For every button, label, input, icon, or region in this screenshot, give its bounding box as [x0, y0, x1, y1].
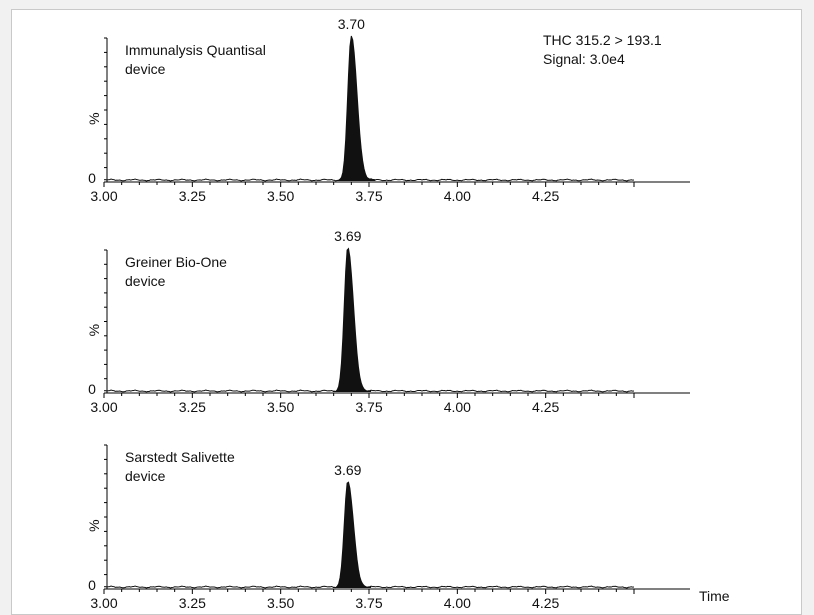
x-tick-label: 4.00	[444, 595, 471, 611]
x-tick-label: 3.50	[267, 595, 294, 611]
x-tick-label: 3.75	[355, 188, 382, 204]
chromatogram-panel-1: % 0 3.00 3.25 3.50 3.75 4.00 4.25 Immunalysis Qu…	[86, 16, 690, 204]
annotation-line-1: THC 315.2 > 193.1	[543, 32, 662, 48]
peak-label: 3.69	[334, 228, 361, 244]
panel-title-line: Immunalysis Quantisal	[125, 42, 266, 58]
y-axis-label: %	[86, 112, 102, 124]
panels-group: % 0 3.00 3.25 3.50 3.75 4.00 4.25 Immunalysis Qu…	[86, 16, 690, 611]
x-tick-label: 4.00	[444, 399, 471, 415]
peak-label: 3.69	[334, 462, 361, 478]
x-tick-label: 3.75	[355, 595, 382, 611]
chromatogram-panel-3: % 0 3.00 3.25 3.50 3.75 4.00 4.25 Sarstedt Saliv…	[86, 444, 690, 611]
x-tick-label: 3.00	[90, 595, 117, 611]
annotation-line-2: Signal: 3.0e4	[543, 51, 625, 67]
x-tick-label: 3.25	[179, 595, 206, 611]
y-axis-label: %	[86, 324, 102, 336]
y-axis-label: %	[86, 519, 102, 531]
trace-line	[103, 481, 635, 589]
x-tick-label: 3.75	[355, 399, 382, 415]
peak-area	[332, 248, 372, 392]
x-tick-label: 3.50	[267, 188, 294, 204]
time-axis-label: Time	[699, 588, 730, 604]
panel-title-line: Greiner Bio-One	[125, 254, 227, 270]
x-tick-label: 3.25	[179, 399, 206, 415]
y-zero-label: 0	[88, 577, 96, 593]
peak-area	[335, 35, 376, 182]
panel-title-line: Sarstedt Salivette	[125, 449, 235, 465]
x-tick-label: 4.00	[444, 188, 471, 204]
chromatogram-panel-2: % 0 3.00 3.25 3.50 3.75 4.00 4.25 Greiner Bio-On…	[86, 228, 690, 415]
peak-label: 3.70	[338, 16, 365, 32]
panel-title-line: device	[125, 468, 166, 484]
chart-frame: THC 315.2 > 193.1 Signal: 3.0e4 Time % 0 3…	[11, 9, 802, 615]
panel-title-line: device	[125, 61, 166, 77]
x-tick-label: 3.00	[90, 188, 117, 204]
peak-area	[332, 482, 372, 588]
x-tick-label: 4.25	[532, 188, 559, 204]
x-tick-label: 4.25	[532, 399, 559, 415]
x-tick-label: 3.00	[90, 399, 117, 415]
x-tick-label: 3.25	[179, 188, 206, 204]
y-zero-label: 0	[88, 381, 96, 397]
x-tick-label: 4.25	[532, 595, 559, 611]
y-zero-label: 0	[88, 170, 96, 186]
panel-title-line: device	[125, 273, 166, 289]
x-tick-label: 3.50	[267, 399, 294, 415]
chromatogram-figure: THC 315.2 > 193.1 Signal: 3.0e4 Time % 0 3…	[86, 16, 730, 611]
trace-line	[103, 247, 635, 393]
